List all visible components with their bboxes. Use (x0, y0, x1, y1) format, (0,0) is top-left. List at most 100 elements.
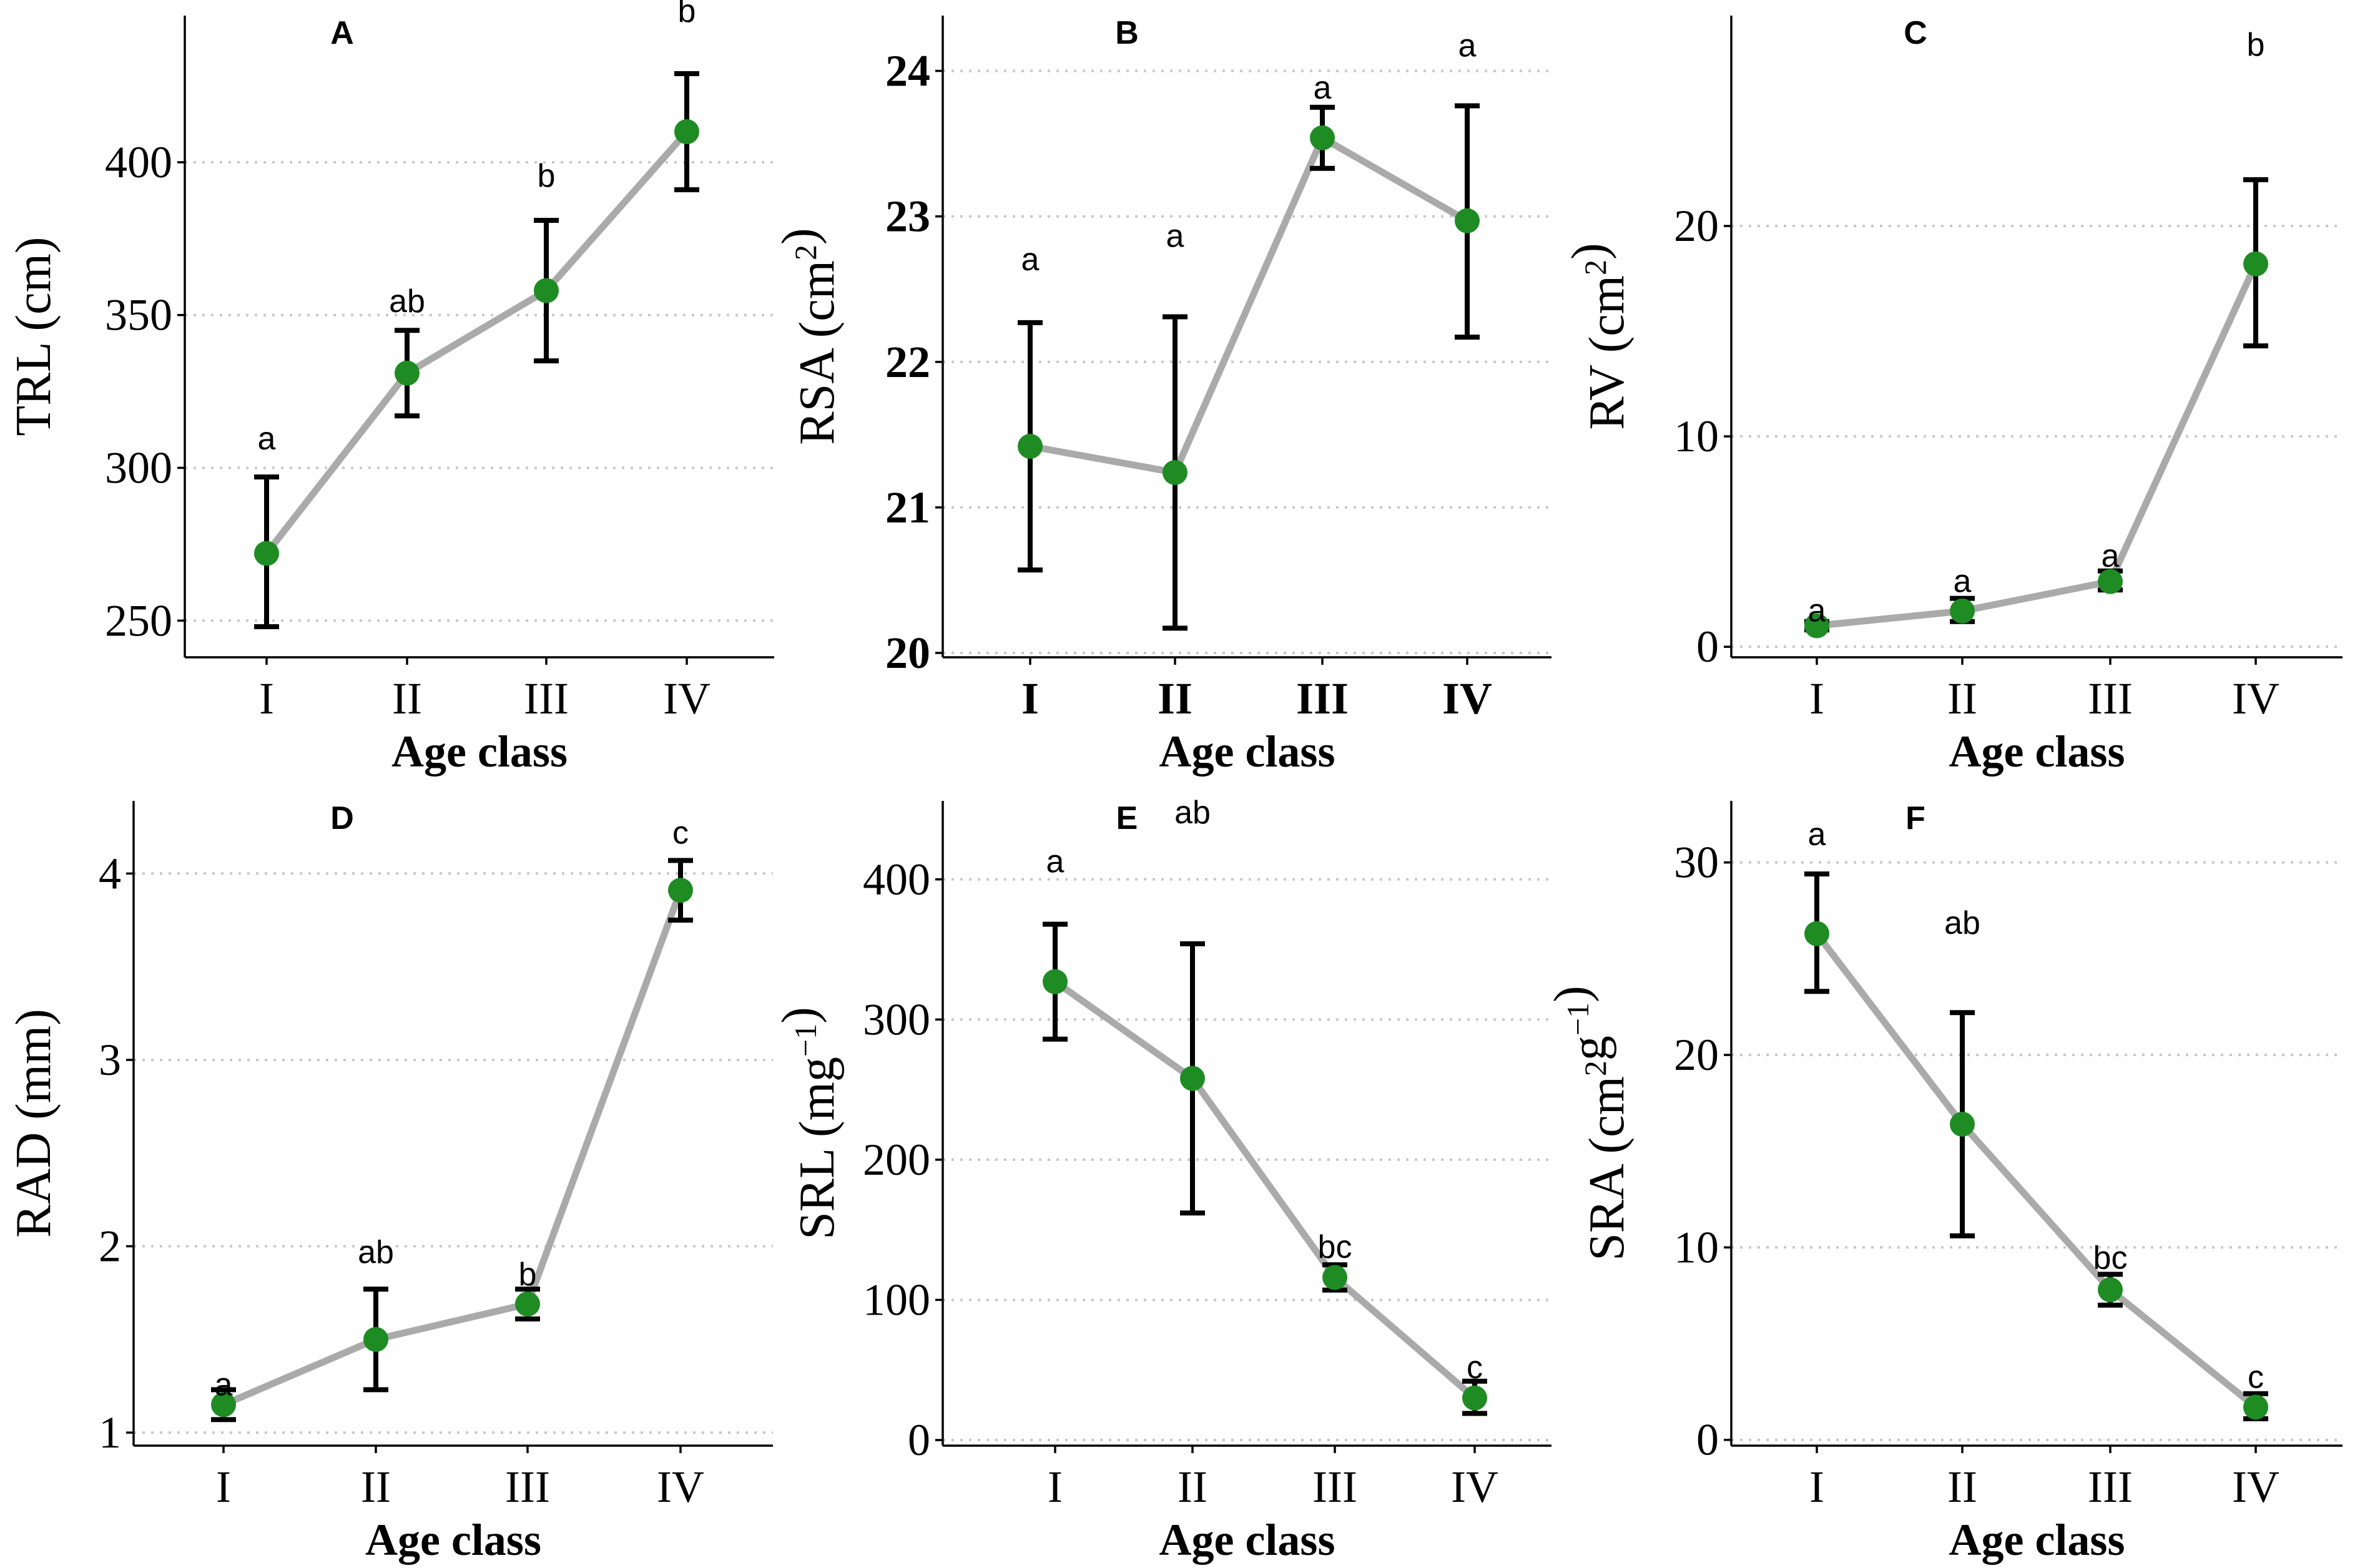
panel-f-point-0 (1804, 921, 1829, 946)
panel-c-sig-label-0: a (1808, 593, 1826, 629)
panel-e-ytick-label-3: 300 (863, 994, 930, 1044)
panel-b-point-1 (1163, 459, 1187, 485)
panel-e-letter: E (1116, 800, 1138, 836)
panel-a-ylabel: TRL (cm) (6, 237, 61, 436)
panel-e-xtick-label-1: II (1178, 1462, 1207, 1512)
panel-f-ytick-label-1: 10 (1674, 1222, 1719, 1272)
panel-a-xtick-label-2: III (524, 674, 569, 723)
panel-a-letter: A (330, 15, 354, 51)
panel-b-point-3 (1455, 208, 1480, 233)
panel-c-point-2 (2098, 569, 2123, 594)
panel-b-sig-label-2: a (1314, 70, 1332, 106)
panel-b-ytick-label-1: 21 (885, 483, 930, 532)
panel-a-ytick-label-3: 400 (105, 137, 172, 187)
panel-e-point-2 (1322, 1265, 1347, 1290)
panel-d-ytick-label-1: 2 (99, 1222, 121, 1272)
panel-e-ytick-label-4: 400 (863, 855, 930, 904)
panel-e-point-0 (1043, 969, 1068, 994)
panel-b-sig-label-3: a (1458, 27, 1477, 64)
panel-a-xtick-label-3: IV (663, 674, 710, 723)
panel-d-sig-label-0: a (215, 1366, 233, 1403)
panel-b-point-0 (1018, 433, 1043, 459)
panel-c-letter: C (1904, 15, 1927, 51)
panel-a-sig-label-0: a (258, 421, 276, 457)
panel-e-xlabel: Age class (1159, 1515, 1335, 1565)
panel-e-point-1 (1180, 1066, 1205, 1091)
panel-f-point-3 (2243, 1394, 2268, 1420)
panel-a-sig-label-3: b (678, 0, 696, 29)
panel-e-xtick-label-3: IV (1451, 1462, 1498, 1512)
panel-e-sig-label-1: ab (1174, 795, 1211, 831)
panel-c-ytick-label-2: 20 (1674, 201, 1719, 251)
panel-a-point-0 (254, 541, 279, 566)
panel-a-ytick-label-0: 250 (105, 595, 172, 645)
panel-c-ytick-label-1: 10 (1674, 411, 1719, 461)
panel-b-xlabel: Age class (1159, 727, 1335, 777)
panel-f-sig-label-0: a (1808, 816, 1826, 853)
panel-d-sig-label-2: b (519, 1257, 537, 1293)
panel-a-ytick-label-2: 350 (105, 290, 172, 340)
panel-b-ytick-label-0: 20 (885, 628, 930, 678)
panel-c-point-1 (1950, 598, 1975, 624)
panel-d-ytick-label-3: 4 (99, 848, 121, 898)
panel-b-letter: B (1115, 15, 1139, 51)
panel-e-point-3 (1462, 1385, 1487, 1411)
panel-f-letter: F (1905, 800, 1925, 836)
panel-f-ylabel: SRA (cm2g−1) (1545, 986, 1635, 1260)
panel-b-series-line (1026, 134, 1471, 476)
panel-f-xtick-label-3: IV (2232, 1462, 2279, 1512)
panel-a-point-3 (674, 119, 699, 145)
panel-f-sig-label-3: c (2248, 1359, 2264, 1395)
panel-f-ytick-label-3: 30 (1674, 838, 1719, 888)
panel-d-sig-label-1: ab (358, 1234, 394, 1270)
panel-a-point-1 (395, 360, 420, 386)
panel-c-xtick-label-1: II (1947, 674, 1977, 723)
panel-c-point-3 (2243, 251, 2268, 277)
panel-a-ytick-label-1: 300 (105, 443, 172, 492)
panel-c-ylabel: RV (cm2) (1562, 243, 1635, 429)
panel-f-ytick-label-0: 0 (1696, 1415, 1719, 1465)
panel-e-xtick-label-2: III (1312, 1462, 1357, 1512)
panel-d-xtick-label-0: I (216, 1462, 231, 1512)
panel-f-point-2 (2098, 1277, 2123, 1303)
panel-c-point-0 (1804, 613, 1829, 639)
panel-c-xtick-label-2: III (2088, 674, 2133, 723)
panel-e-ylabel: SRL (mg−1) (772, 1007, 845, 1239)
panel-b-ytick-label-4: 24 (885, 46, 930, 96)
panel-e-sig-label-3: c (1467, 1350, 1483, 1386)
panel-e-xtick-label-0: I (1048, 1462, 1063, 1512)
panel-e-series-line (1051, 978, 1478, 1402)
panel-e-ytick-label-1: 100 (863, 1275, 930, 1325)
panel-e-ytick-label-0: 0 (908, 1415, 930, 1465)
panel-e-ytick-label-2: 200 (863, 1135, 930, 1185)
panel-d-point-0 (211, 1392, 236, 1418)
panel-a-xtick-label-1: II (392, 674, 422, 723)
panel-f-sig-label-2: bc (2093, 1240, 2128, 1276)
panel-c-xtick-label-3: IV (2232, 674, 2279, 723)
panel-d-ytick-label-2: 3 (99, 1035, 121, 1085)
panel-d-point-2 (515, 1291, 540, 1317)
panel-b-ytick-label-2: 22 (885, 337, 930, 387)
panel-f-xtick-label-0: I (1809, 1462, 1824, 1512)
panel-b-sig-label-0: a (1021, 242, 1040, 278)
panel-a-series-line (263, 128, 691, 557)
panel-b-xtick-label-1: II (1158, 674, 1192, 723)
panel-b-xtick-label-2: III (1296, 674, 1349, 723)
panel-d-series-line (220, 886, 684, 1408)
panel-b-xtick-label-3: IV (1442, 674, 1492, 723)
panel-f-xtick-label-2: III (2088, 1462, 2133, 1512)
panel-c-xlabel: Age class (1949, 727, 2125, 777)
panel-b-ylabel: RSA (cm2) (772, 228, 845, 444)
panel-a-xtick-label-0: I (259, 674, 274, 723)
panel-b-point-2 (1310, 125, 1335, 150)
panel-f-xlabel: Age class (1949, 1515, 2125, 1565)
panel-c-ytick-label-0: 0 (1696, 622, 1719, 672)
panel-b-ytick-label-3: 23 (885, 192, 930, 242)
panel-d-xtick-label-1: II (361, 1462, 391, 1512)
panel-f-point-1 (1950, 1112, 1975, 1137)
panel-c-sig-label-2: a (2102, 538, 2120, 574)
panel-a-xlabel: Age class (391, 727, 568, 777)
